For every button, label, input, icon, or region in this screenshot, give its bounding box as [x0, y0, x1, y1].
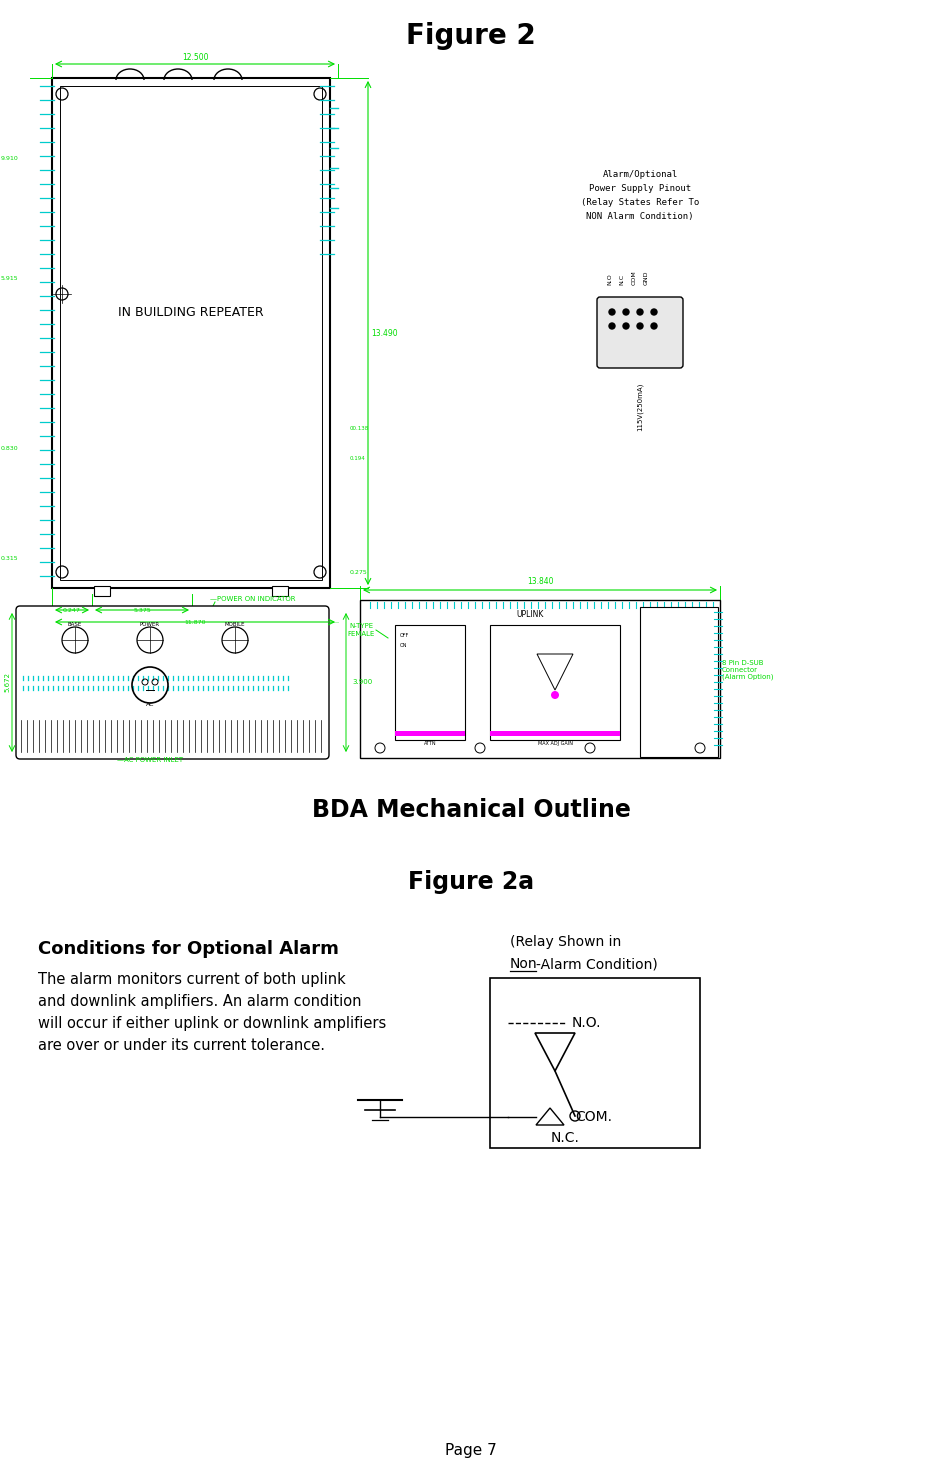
Text: BASE: BASE	[68, 622, 82, 627]
Text: 5.915: 5.915	[0, 276, 18, 280]
Text: 115V(250mA): 115V(250mA)	[637, 382, 643, 431]
Bar	[490, 625, 620, 740]
Text: 11.870: 11.870	[184, 619, 206, 625]
Bar	[395, 625, 465, 740]
Text: 5.672: 5.672	[4, 673, 10, 692]
Text: -Alarm Condition): -Alarm Condition)	[536, 957, 658, 971]
Text: —POWER ON INDICATOR: —POWER ON INDICATOR	[210, 596, 295, 602]
Bar	[52, 79, 330, 588]
Text: OFF: OFF	[400, 633, 409, 637]
Text: N.C: N.C	[620, 274, 624, 285]
Text: Page 7: Page 7	[445, 1442, 497, 1457]
FancyBboxPatch shape	[597, 296, 683, 368]
Bar	[94, 585, 110, 596]
Text: IN BUILDING REPEATER: IN BUILDING REPEATER	[118, 307, 264, 320]
Text: and downlink amplifiers. An alarm condition: and downlink amplifiers. An alarm condit…	[38, 994, 361, 1009]
Circle shape	[651, 310, 657, 316]
Circle shape	[637, 310, 643, 316]
Text: MAX ADJ GAIN: MAX ADJ GAIN	[538, 741, 572, 745]
Text: 0.830: 0.830	[0, 446, 18, 451]
Circle shape	[651, 323, 657, 329]
Text: 13.490: 13.490	[371, 329, 398, 338]
Text: Power Supply Pinout: Power Supply Pinout	[589, 184, 691, 193]
Text: N-TYPE
FEMALE: N-TYPE FEMALE	[348, 624, 375, 636]
Text: Figure 2a: Figure 2a	[408, 870, 534, 894]
Text: COM: COM	[632, 270, 637, 285]
Text: N.O: N.O	[607, 273, 613, 285]
Polygon shape	[535, 1033, 575, 1071]
Text: ATTN: ATTN	[423, 741, 437, 745]
Text: 8 Pin D-SUB
Connector
(Alarm Option): 8 Pin D-SUB Connector (Alarm Option)	[722, 659, 773, 680]
Text: NON Alarm Condition): NON Alarm Condition)	[587, 212, 694, 221]
Text: BDA Mechanical Outline: BDA Mechanical Outline	[311, 797, 631, 823]
Text: GND: GND	[643, 271, 649, 285]
Polygon shape	[536, 1109, 564, 1125]
Text: 5.375: 5.375	[133, 608, 151, 614]
Text: POWER: POWER	[140, 622, 160, 627]
Circle shape	[623, 310, 629, 316]
Bar	[60, 86, 322, 579]
Circle shape	[551, 691, 559, 700]
Text: Conditions for Optional Alarm: Conditions for Optional Alarm	[38, 940, 339, 957]
Bar	[395, 731, 465, 737]
Text: The alarm monitors current of both uplink: The alarm monitors current of both uplin…	[38, 972, 346, 987]
Text: 13.840: 13.840	[527, 576, 554, 585]
Bar	[360, 600, 720, 757]
Bar	[490, 978, 700, 1149]
Text: 0.275: 0.275	[350, 571, 368, 575]
Text: 0.194: 0.194	[350, 455, 366, 461]
Text: AC: AC	[146, 702, 155, 707]
Text: 00.138: 00.138	[350, 425, 370, 430]
Text: MOBILE: MOBILE	[224, 622, 245, 627]
Text: will occur if either uplink or downlink amplifiers: will occur if either uplink or downlink …	[38, 1017, 387, 1031]
Text: 12.500: 12.500	[182, 53, 208, 62]
Text: UPLINK: UPLINK	[517, 611, 544, 619]
Circle shape	[623, 323, 629, 329]
Text: (Relay States Refer To: (Relay States Refer To	[581, 199, 699, 207]
Text: 0.247: 0.247	[63, 608, 81, 614]
Text: Non: Non	[510, 957, 538, 971]
Text: 9.910: 9.910	[0, 156, 18, 160]
Bar	[272, 585, 288, 596]
Text: ON: ON	[400, 643, 407, 648]
Bar	[640, 608, 718, 757]
Text: N.C.: N.C.	[551, 1131, 579, 1146]
Circle shape	[609, 323, 615, 329]
Polygon shape	[537, 654, 573, 691]
Text: N.O.: N.O.	[572, 1017, 602, 1030]
Text: 3.900: 3.900	[352, 680, 372, 686]
Text: are over or under its current tolerance.: are over or under its current tolerance.	[38, 1037, 325, 1054]
Circle shape	[609, 310, 615, 316]
Text: (Relay Shown in: (Relay Shown in	[510, 935, 621, 948]
Bar	[490, 731, 620, 737]
Text: Figure 2: Figure 2	[406, 22, 536, 50]
Text: Alarm/Optional: Alarm/Optional	[603, 170, 678, 179]
Text: COM.: COM.	[575, 1110, 612, 1123]
FancyBboxPatch shape	[16, 606, 329, 759]
Text: —AC POWER INLET: —AC POWER INLET	[117, 757, 183, 763]
Text: 0.315: 0.315	[0, 556, 18, 560]
Circle shape	[637, 323, 643, 329]
